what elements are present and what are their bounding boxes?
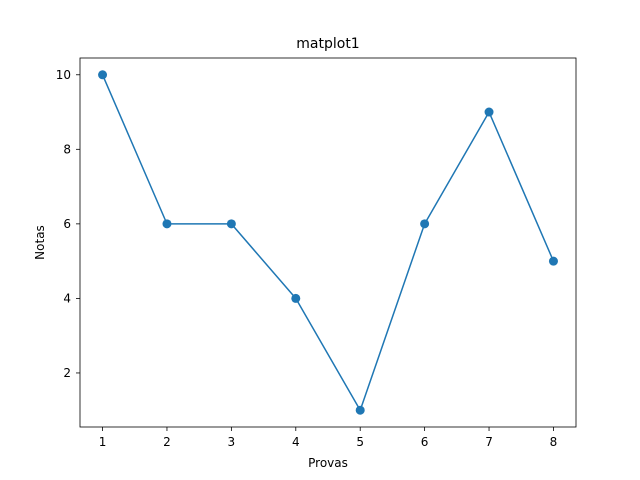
- data-point: [98, 70, 108, 80]
- data-point: [484, 107, 494, 117]
- y-tick-label: 6: [63, 217, 71, 231]
- x-axis-label: Provas: [308, 456, 348, 470]
- x-tick-label: 5: [356, 435, 364, 449]
- x-tick-label: 3: [228, 435, 236, 449]
- x-tick-label: 4: [292, 435, 300, 449]
- x-tick-label: 7: [485, 435, 493, 449]
- y-tick-label: 10: [56, 68, 71, 82]
- chart-title: matplot1: [296, 36, 359, 52]
- data-point: [291, 293, 301, 303]
- tick-layer: 1 2 3 4 5 6 7 8 2 4 6 8 10: [56, 68, 558, 449]
- data-point: [226, 219, 236, 229]
- x-tick-label: 1: [99, 435, 107, 449]
- plot-area: [80, 58, 576, 427]
- x-tick-label: 6: [421, 435, 429, 449]
- y-tick-label: 4: [63, 291, 71, 305]
- data-point: [548, 256, 558, 266]
- plot-frame: [79, 57, 577, 428]
- y-tick-label: 8: [63, 142, 71, 156]
- x-tick-label: 8: [550, 435, 558, 449]
- data-point: [355, 405, 365, 415]
- x-tick-label: 2: [163, 435, 171, 449]
- data-point: [420, 219, 430, 229]
- series-line: [101, 74, 555, 411]
- y-axis-label: Notas: [33, 225, 47, 260]
- y-tick-label: 2: [63, 366, 71, 380]
- data-layer: [98, 70, 558, 415]
- data-point: [162, 219, 172, 229]
